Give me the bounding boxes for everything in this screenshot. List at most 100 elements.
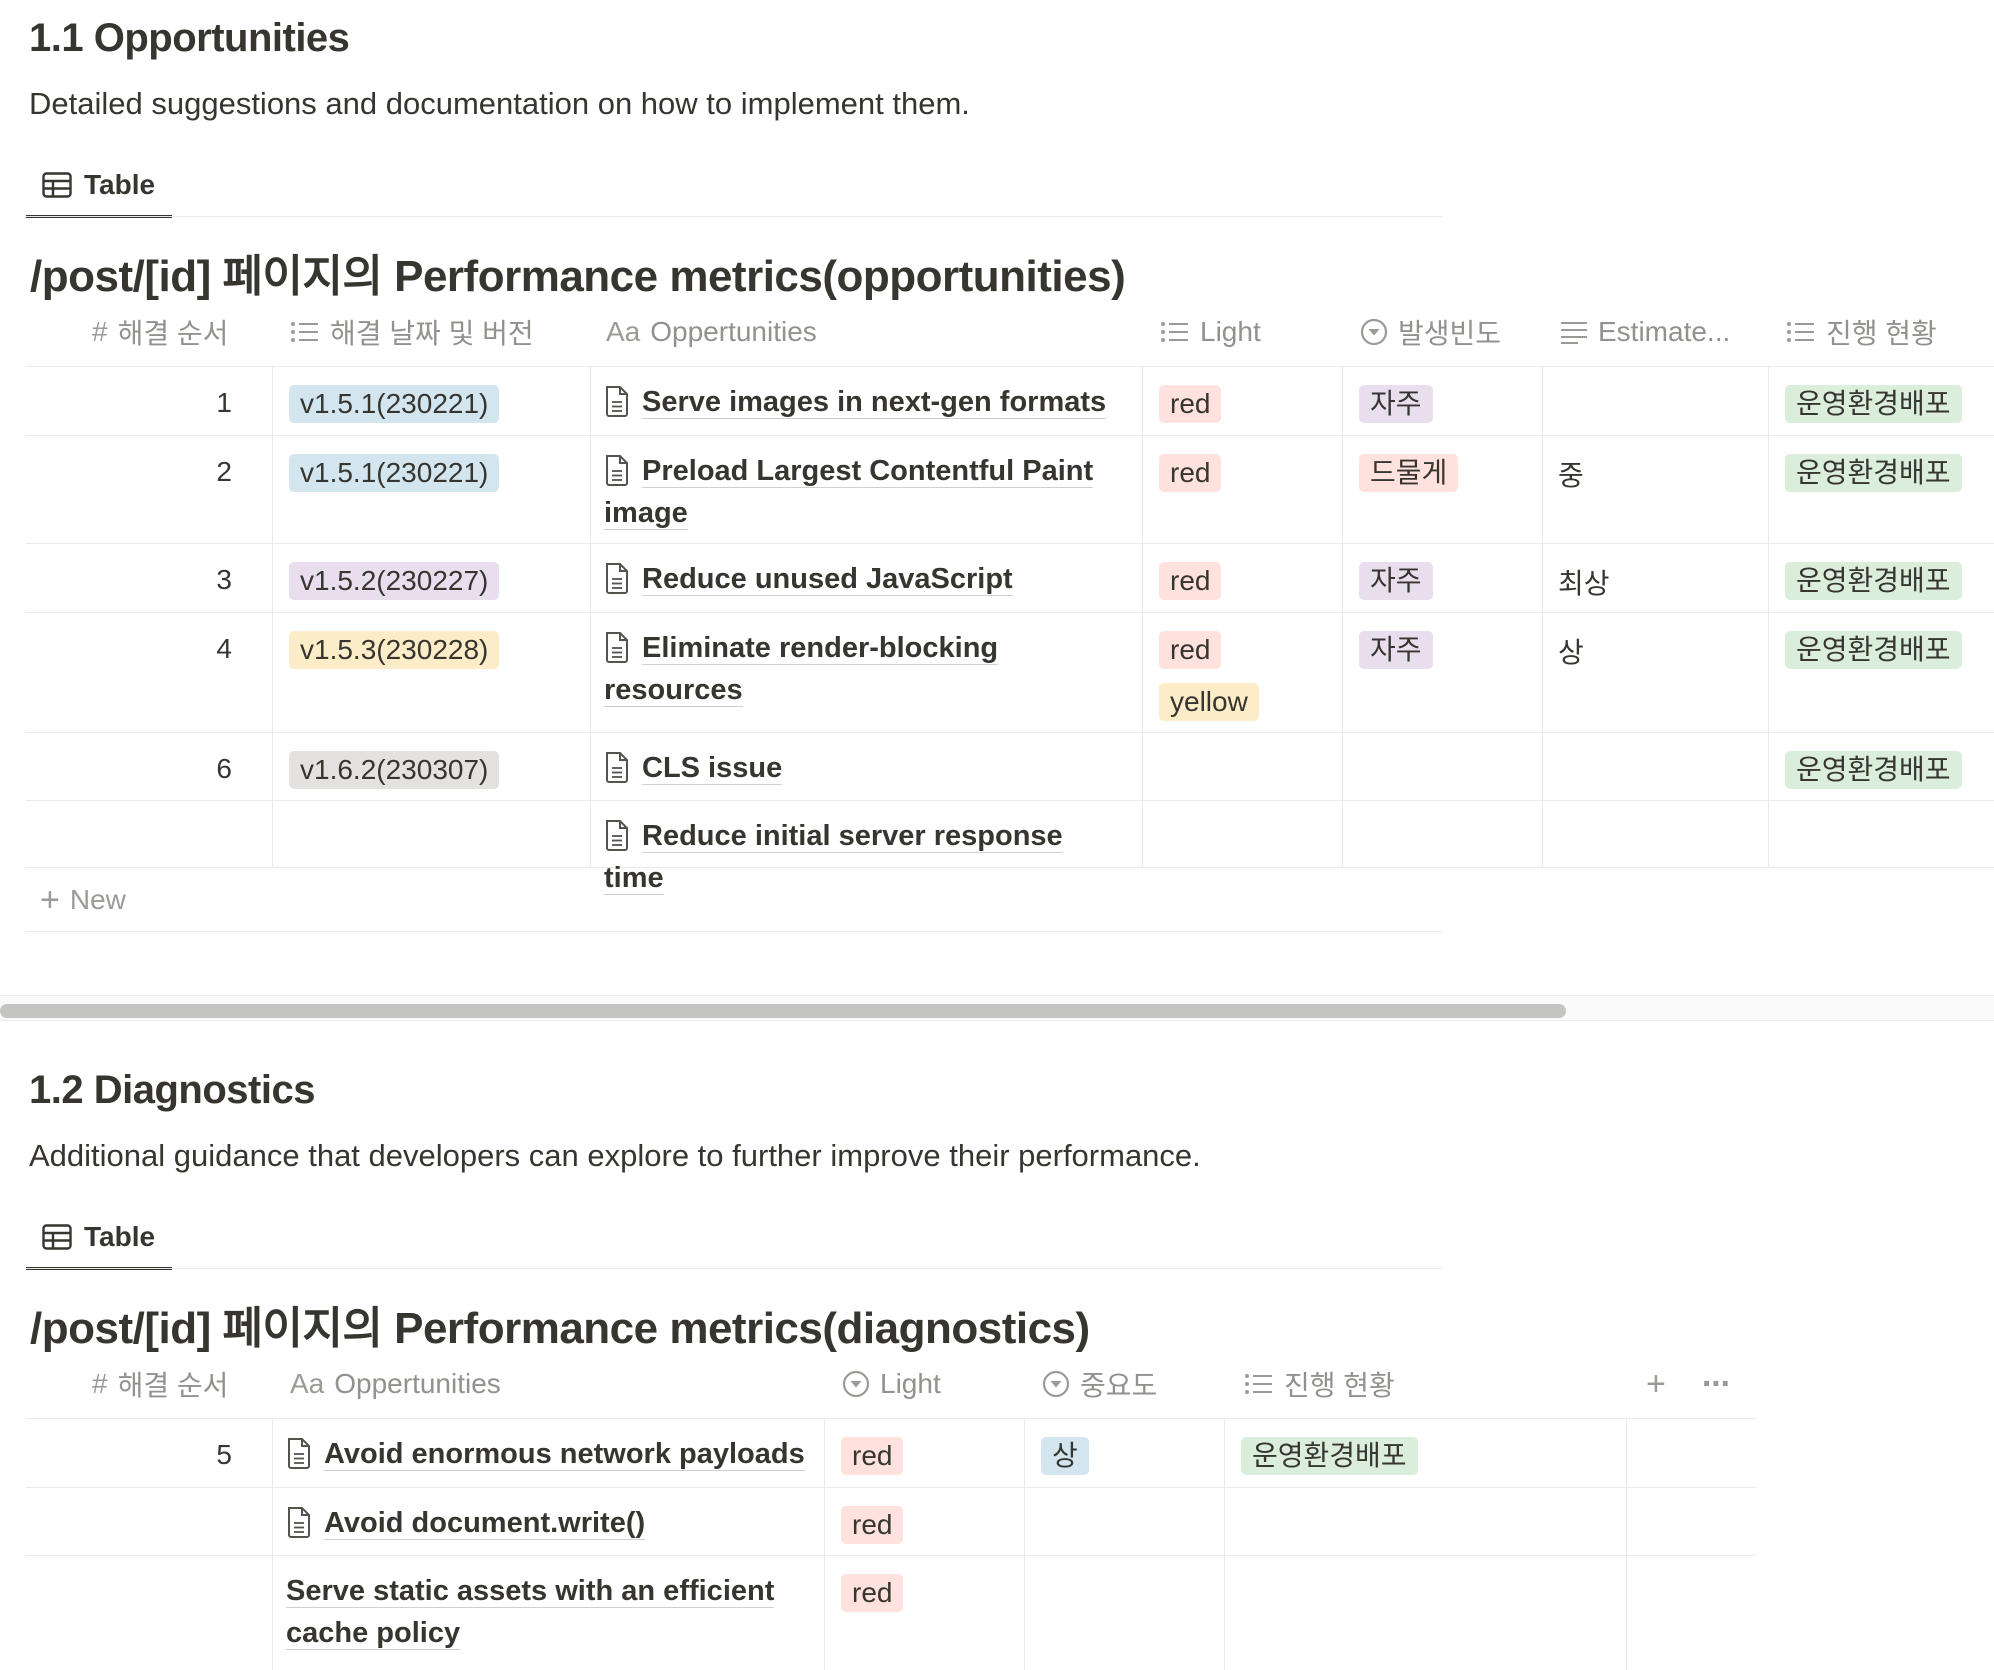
version-cell[interactable]: v1.5.1(230221): [272, 436, 590, 543]
light-cell[interactable]: red: [1142, 436, 1342, 543]
page-link[interactable]: Avoid enormous network payloads: [324, 1438, 805, 1471]
table-row[interactable]: 3 v1.5.2(230227) Reduce unused JavaScrip…: [26, 544, 1994, 613]
version-cell[interactable]: v1.5.3(230228): [272, 613, 590, 732]
version-cell[interactable]: v1.5.2(230227): [272, 544, 590, 612]
column-header-status[interactable]: 진행 현황: [1786, 297, 1994, 367]
light-tag: red: [841, 1574, 904, 1612]
page-link-continued[interactable]: resources: [604, 674, 743, 707]
column-header-version[interactable]: 해결 날짜 및 버전: [290, 297, 590, 367]
page-link[interactable]: Reduce unused JavaScript: [642, 563, 1013, 596]
title-cell[interactable]: Serve static assets with an efficient ca…: [272, 1556, 824, 1670]
table-icon: [42, 171, 72, 198]
table-row[interactable]: 4 v1.5.3(230228) Eliminate render-blocki…: [26, 613, 1994, 733]
order-cell[interactable]: [26, 1488, 272, 1555]
table-row[interactable]: 2 v1.5.1(230221) Preload Largest Content…: [26, 436, 1994, 544]
title-cell[interactable]: Avoid document.write(): [272, 1488, 824, 1555]
more-options-icon[interactable]: ···: [1701, 1364, 1732, 1403]
page-link[interactable]: Serve images in next-gen formats: [642, 386, 1107, 419]
column-header-order[interactable]: # 해결 순서: [92, 316, 229, 349]
frequency-cell[interactable]: 자주: [1342, 544, 1542, 612]
page-icon: [606, 752, 628, 783]
column-header-title[interactable]: Aa Oppertunities: [606, 316, 817, 347]
page-link[interactable]: Serve static assets with an efficient: [286, 1575, 775, 1608]
new-label: New: [69, 883, 126, 915]
estimate-cell[interactable]: 상: [1558, 637, 1584, 668]
status-cell[interactable]: 운영환경배포: [1768, 613, 1994, 732]
table-row[interactable]: Avoid document.write() red: [26, 1488, 1756, 1556]
status-cell[interactable]: 운영환경배포: [1768, 436, 1994, 543]
version-cell[interactable]: v1.5.1(230221): [272, 367, 590, 435]
importance-cell[interactable]: 상: [1024, 1419, 1224, 1487]
scrollbar-thumb[interactable]: [0, 1004, 1566, 1018]
order-cell[interactable]: 5: [216, 1439, 232, 1470]
table-row[interactable]: 1 v1.5.1(230221) Serve images in next-ge…: [26, 367, 1994, 436]
estimate-cell[interactable]: [1542, 367, 1768, 435]
estimate-cell[interactable]: 중: [1558, 460, 1584, 491]
title-cell[interactable]: Reduce initial server response time: [590, 801, 1142, 895]
status-cell[interactable]: 운영환경배포: [1768, 544, 1994, 612]
column-header-status[interactable]: 진행 현황: [1244, 1349, 1624, 1419]
estimate-cell[interactable]: 최상: [1558, 568, 1610, 599]
column-header-estimate[interactable]: Estimate...: [1560, 297, 1766, 367]
frequency-cell[interactable]: 자주: [1342, 367, 1542, 435]
add-row-button[interactable]: + New: [26, 868, 1442, 932]
frequency-cell[interactable]: [1342, 733, 1542, 800]
order-cell[interactable]: [26, 1556, 272, 1670]
status-tag: 운영환경배포: [1785, 751, 1962, 789]
column-header-light[interactable]: Light: [842, 1349, 1032, 1419]
page-link[interactable]: Reduce initial server response time: [604, 820, 1063, 895]
light-tag: yellow: [1159, 683, 1259, 721]
column-header-frequency[interactable]: 발생빈도: [1360, 297, 1550, 367]
page-link-continued[interactable]: image: [604, 497, 688, 530]
add-property-icon[interactable]: +: [1646, 1364, 1666, 1403]
page-link[interactable]: CLS issue: [642, 752, 783, 785]
title-cell[interactable]: Reduce unused JavaScript: [590, 544, 1142, 612]
title-cell[interactable]: Eliminate render-blocking resources: [590, 613, 1142, 732]
column-header-title[interactable]: Aa Oppertunities: [290, 1368, 501, 1399]
order-cell[interactable]: 6: [216, 753, 232, 784]
status-tag: 운영환경배포: [1785, 631, 1962, 669]
estimate-cell[interactable]: [1542, 733, 1768, 800]
table-view-tab[interactable]: Table: [26, 154, 172, 218]
table-view-tab[interactable]: Table: [26, 1206, 172, 1270]
title-cell[interactable]: CLS issue: [590, 733, 1142, 800]
column-header-importance[interactable]: 중요도: [1042, 1349, 1232, 1419]
light-cell[interactable]: red yellow: [1142, 613, 1342, 732]
title-cell[interactable]: Preload Largest Contentful Paint image: [590, 436, 1142, 543]
frequency-cell[interactable]: 자주: [1342, 613, 1542, 732]
page-link-continued[interactable]: cache policy: [286, 1617, 461, 1650]
table-row[interactable]: 5 Avoid enormous network payloads red 상 …: [26, 1419, 1756, 1488]
order-cell[interactable]: [26, 801, 272, 867]
column-header-order[interactable]: # 해결 순서: [92, 1368, 229, 1401]
title-cell[interactable]: Serve images in next-gen formats: [590, 367, 1142, 435]
status-cell[interactable]: 운영환경배포: [1768, 367, 1994, 435]
light-cell[interactable]: red: [1142, 367, 1342, 435]
horizontal-scrollbar[interactable]: [0, 995, 1994, 1021]
table-row[interactable]: Serve static assets with an efficient ca…: [26, 1556, 1756, 1670]
status-cell[interactable]: 운영환경배포: [1768, 733, 1994, 800]
order-cell[interactable]: 4: [216, 633, 232, 664]
frequency-cell[interactable]: 드물게: [1342, 436, 1542, 543]
status-tag: 운영환경배포: [1785, 562, 1962, 600]
title-cell[interactable]: Avoid enormous network payloads: [272, 1419, 824, 1487]
light-cell[interactable]: red: [824, 1556, 1024, 1670]
page-link[interactable]: Avoid document.write(): [324, 1507, 646, 1540]
order-cell[interactable]: 1: [216, 387, 232, 418]
page-link[interactable]: Preload Largest Contentful Paint: [642, 455, 1094, 488]
version-cell[interactable]: v1.6.2(230307): [272, 733, 590, 800]
table-row[interactable]: 6 v1.6.2(230307) CLS issue 운영환경배포: [26, 733, 1994, 801]
version-cell[interactable]: [272, 801, 590, 867]
page-link[interactable]: Eliminate render-blocking: [642, 632, 999, 665]
status-cell[interactable]: 운영환경배포: [1224, 1419, 1624, 1487]
light-cell[interactable]: red: [824, 1488, 1024, 1555]
section-description: Detailed suggestions and documentation o…: [29, 86, 970, 121]
column-header-light[interactable]: Light: [1160, 297, 1350, 367]
light-cell[interactable]: [1142, 733, 1342, 800]
database-title[interactable]: /post/[id] 페이지의 Performance metrics(oppo…: [30, 252, 1126, 301]
order-cell[interactable]: 2: [216, 456, 232, 487]
light-cell[interactable]: red: [824, 1419, 1024, 1487]
light-cell[interactable]: red: [1142, 544, 1342, 612]
database-title[interactable]: /post/[id] 페이지의 Performance metrics(diag…: [30, 1304, 1090, 1353]
order-cell[interactable]: 3: [216, 564, 232, 595]
table-row[interactable]: Reduce initial server response time: [26, 801, 1994, 895]
